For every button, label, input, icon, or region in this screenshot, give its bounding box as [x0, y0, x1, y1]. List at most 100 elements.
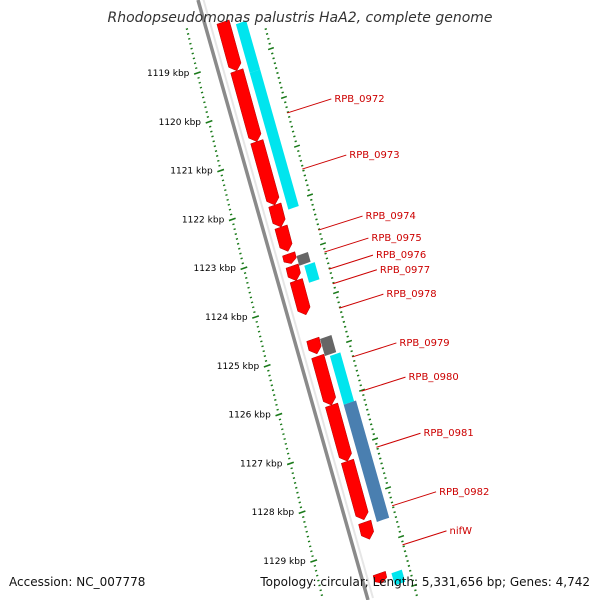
- minor-tick: [200, 91, 204, 94]
- outer-minor-tick: [328, 267, 331, 270]
- gene-label: RPB_0982: [439, 487, 489, 498]
- minor-tick: [291, 472, 295, 475]
- minor-tick: [229, 213, 233, 216]
- minor-tick: [218, 164, 221, 167]
- minor-tick: [226, 198, 229, 201]
- outer-major-tick: [398, 534, 405, 539]
- minor-tick: [298, 501, 302, 504]
- gene-label: RPB_0976: [376, 250, 426, 261]
- outer-minor-tick: [364, 403, 368, 406]
- minor-tick: [211, 135, 214, 138]
- minor-tick: [267, 369, 270, 372]
- gene-label-leader: [332, 269, 378, 285]
- minor-tick: [301, 516, 305, 519]
- minor-tick: [275, 403, 278, 406]
- gene-feature-red: [285, 263, 301, 282]
- minor-tick: [191, 52, 195, 55]
- gene-label: RPB_0974: [366, 211, 416, 222]
- minor-tick: [262, 350, 265, 353]
- minor-tick: [241, 262, 245, 265]
- gene-label: RPB_0978: [386, 289, 436, 300]
- outer-major-tick: [411, 583, 418, 588]
- outer-minor-tick: [388, 491, 391, 494]
- major-tick: [286, 461, 295, 466]
- outer-minor-tick: [407, 564, 411, 567]
- gene-label-leader: [318, 215, 363, 231]
- outer-minor-tick: [265, 32, 269, 36]
- outer-minor-tick: [406, 559, 409, 563]
- outer-minor-tick: [382, 472, 386, 475]
- outer-minor-tick: [338, 306, 342, 309]
- gene-feature-red: [216, 19, 242, 72]
- outer-minor-tick: [337, 301, 340, 304]
- outer-major-tick: [358, 388, 366, 392]
- gene-label-leader: [287, 98, 332, 114]
- scale-label: 1122 kbp: [182, 215, 225, 225]
- outer-major-tick: [384, 486, 392, 490]
- gene-feature-red: [340, 458, 369, 521]
- minor-tick: [239, 252, 242, 255]
- outer-minor-tick: [376, 447, 379, 450]
- minor-tick: [248, 291, 252, 294]
- topology-text: Topology: circular; Length: 5,331,656 bp…: [259, 575, 590, 589]
- outer-minor-tick: [272, 57, 275, 60]
- minor-tick: [227, 203, 231, 206]
- minor-tick: [244, 276, 248, 279]
- gene-label-layer: RPB_0972 RPB_0973 RPB_0974 RPB_0975 RPB_0976…: [287, 94, 489, 546]
- outer-minor-tick: [377, 452, 381, 455]
- outer-minor-tick: [293, 135, 296, 138]
- outer-minor-tick: [313, 213, 317, 216]
- gene-label-leader: [302, 154, 347, 170]
- backbone-line: [196, 0, 370, 600]
- minor-tick: [315, 574, 319, 577]
- outer-minor-tick: [302, 169, 305, 172]
- gene-feature-red: [250, 139, 280, 206]
- minor-tick: [308, 545, 312, 548]
- minor-tick: [225, 193, 228, 197]
- minor-tick: [274, 398, 277, 401]
- outer-minor-tick: [395, 520, 399, 524]
- minor-tick: [286, 452, 290, 455]
- outer-minor-tick: [324, 252, 327, 255]
- outer-minor-tick: [393, 511, 396, 514]
- scale-label: 1124 kbp: [205, 313, 248, 323]
- outer-minor-tick: [375, 442, 378, 445]
- minor-tick: [217, 159, 220, 162]
- minor-tick: [253, 311, 256, 314]
- minor-tick: [319, 589, 322, 592]
- minor-tick: [317, 579, 320, 582]
- minor-tick: [296, 491, 299, 494]
- minor-tick: [276, 408, 279, 411]
- gene-feature-gray: [296, 252, 311, 266]
- minor-tick: [272, 394, 276, 397]
- minor-tick: [199, 86, 203, 89]
- outer-minor-tick: [349, 345, 352, 348]
- minor-tick: [247, 286, 250, 289]
- gene-label-leader: [361, 376, 406, 392]
- outer-minor-tick: [290, 125, 294, 128]
- scale-label: 1120 kbp: [159, 118, 202, 128]
- gene-feature-red: [311, 353, 336, 406]
- minor-tick: [243, 272, 247, 275]
- outer-minor-tick: [280, 86, 283, 89]
- outer-minor-tick: [278, 81, 282, 84]
- outer-minor-tick: [289, 120, 292, 123]
- gene-label: RPB_0977: [380, 265, 430, 276]
- outer-minor-tick: [414, 589, 417, 592]
- minor-tick: [306, 535, 310, 538]
- outer-minor-tick: [297, 150, 300, 153]
- major-tick: [205, 119, 213, 124]
- gene-feature-blue: [343, 400, 390, 522]
- gene-feature-red: [274, 224, 293, 252]
- major-tick: [217, 168, 225, 173]
- gene-label-leader: [328, 254, 374, 270]
- scale-label: 1119 kbp: [147, 69, 190, 79]
- outer-minor-tick: [350, 350, 353, 353]
- outer-minor-tick: [332, 281, 335, 284]
- major-tick: [193, 71, 201, 75]
- gene-feature-cyan: [249, 69, 299, 210]
- minor-tick: [263, 355, 267, 358]
- outer-minor-tick: [320, 237, 323, 240]
- major-tick: [275, 412, 283, 417]
- minor-tick: [249, 296, 253, 299]
